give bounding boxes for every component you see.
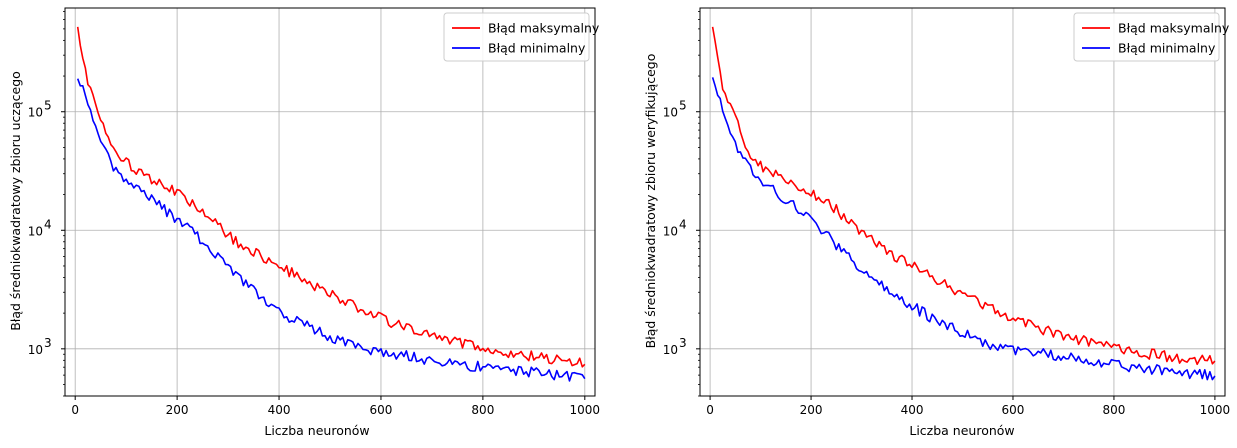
right-chart-xtick-label: 0 xyxy=(706,403,714,417)
right-chart: Liczba neuronów Błąd średniokwadratowy z… xyxy=(643,7,1231,438)
right-chart-xtick-label: 1000 xyxy=(1200,403,1231,417)
right-chart-ytick-label: 10 xyxy=(663,343,678,357)
left-chart: Liczba neuronów Błąd średniokwadratowy z… xyxy=(8,7,601,438)
right-chart-xtick-label: 200 xyxy=(800,403,823,417)
right-chart-series-line-max xyxy=(711,26,1216,366)
left-chart-axes-frame xyxy=(64,7,596,397)
left-chart-xtick-label: 600 xyxy=(370,403,393,417)
right-chart-ytick-exponent: 3 xyxy=(679,336,687,350)
right-chart-xtick-label: 600 xyxy=(1002,403,1025,417)
right-chart-ytick-label: 10 xyxy=(663,224,678,238)
right-chart-ylabel: Błąd średniokwadratowy zbioru weryfikują… xyxy=(643,54,658,349)
left-chart-xtick-label: 200 xyxy=(166,403,189,417)
left-chart-ytick-label: 10 xyxy=(28,224,43,238)
left-chart-series-line-max xyxy=(76,26,586,368)
left-chart-xlabel: Liczba neuronów xyxy=(264,423,369,438)
right-chart-axes-frame xyxy=(699,7,1226,397)
left-chart-series-line-min xyxy=(76,78,586,382)
left-chart-xtick-label: 0 xyxy=(71,403,79,417)
left-chart-ytick-label: 10 xyxy=(28,343,43,357)
left-chart-ytick-exponent: 4 xyxy=(44,217,52,231)
left-chart-ytick-label: 10 xyxy=(28,106,43,120)
right-chart-legend-label: Błąd minimalny xyxy=(1118,41,1216,56)
right-chart-series-line-min xyxy=(711,77,1216,381)
left-chart-xtick-label: 1000 xyxy=(570,403,601,417)
left-chart-xtick-label: 400 xyxy=(268,403,291,417)
left-chart-legend-label: Błąd minimalny xyxy=(488,41,586,56)
right-chart-xtick-label: 800 xyxy=(1102,403,1125,417)
left-chart-ytick-exponent: 5 xyxy=(44,99,52,113)
right-chart-xtick-label: 400 xyxy=(901,403,924,417)
left-chart-ylabel: Błąd średniokwadratowy zbioru uczącego xyxy=(8,71,23,331)
right-chart-ytick-exponent: 5 xyxy=(679,99,687,113)
left-chart-ytick-exponent: 3 xyxy=(44,336,52,350)
right-chart-legend-label: Błąd maksymalny xyxy=(1118,21,1230,36)
right-chart-ytick-label: 10 xyxy=(663,106,678,120)
right-chart-xlabel: Liczba neuronów xyxy=(909,423,1014,438)
left-chart-legend-box xyxy=(443,12,590,62)
left-chart-xtick-label: 800 xyxy=(471,403,494,417)
left-chart-legend-label: Błąd maksymalny xyxy=(488,21,600,36)
right-chart-legend-box xyxy=(1073,12,1220,62)
right-chart-ytick-exponent: 4 xyxy=(679,217,687,231)
